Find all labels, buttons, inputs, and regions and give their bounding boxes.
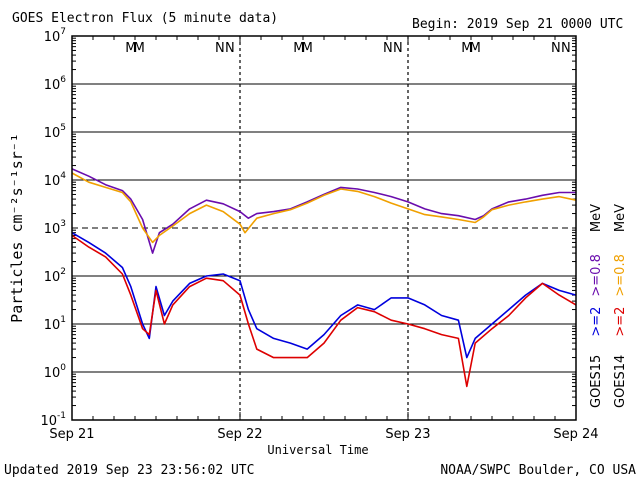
y-tick-label: 10-1: [40, 411, 66, 429]
legend-entry: MeV: [613, 204, 628, 232]
mn-marker: M: [134, 41, 145, 56]
series-line-0: [71, 168, 576, 254]
y-tick-label: 102: [44, 267, 66, 285]
series-line-2: [71, 232, 577, 359]
mn-marker: N: [215, 41, 225, 56]
x-axis-label: Universal Time: [267, 443, 368, 457]
legend-entry: GOES15: [589, 355, 604, 408]
updated-time: Updated 2019 Sep 23 23:56:02 UTC: [4, 463, 254, 478]
mn-marker: M: [470, 41, 481, 56]
mn-marker: N: [225, 41, 235, 56]
y-tick-labels: 107 106 105 104 103 102 101 100 10-1: [40, 27, 66, 429]
mn-marker: N: [383, 41, 393, 56]
y-tick-label: 107: [44, 27, 66, 45]
x-tick-labels: Sep 21 Sep 22 Sep 23 Sep 24: [49, 427, 598, 442]
series-line-1: [71, 172, 577, 244]
y-axis-label: Particles cm⁻²s⁻¹sr⁻¹: [8, 133, 26, 323]
chart-title: GOES Electron Flux (5 minute data): [12, 11, 278, 26]
legend-entry: >=0.8: [589, 254, 604, 296]
legend-column: GOES15 >=2 >=0.8 MeV: [589, 204, 604, 408]
legend-column: GOES14 >=2 >=0.8 MeV: [613, 204, 628, 408]
series-line-3: [71, 234, 577, 388]
y-tick-label: 105: [44, 123, 66, 141]
x-tick-label: Sep 24: [553, 427, 598, 442]
mn-markers: MM N N MM N N MM N N: [125, 41, 571, 56]
mn-marker: M: [293, 41, 304, 56]
y-tick-label: 103: [44, 219, 66, 237]
legend-entry: >=0.8: [613, 254, 628, 296]
x-tick-label: Sep 21: [49, 427, 94, 442]
mn-marker: N: [393, 41, 403, 56]
x-tick-label: Sep 22: [217, 427, 262, 442]
x-tick-label: Sep 23: [385, 427, 430, 442]
legend-entry: MeV: [589, 204, 604, 232]
legend: GOES15 >=2 >=0.8 MeV GOES14 >=2 >=0.8 MeV: [589, 204, 628, 408]
mn-marker: M: [125, 41, 136, 56]
plot-frame: [71, 35, 577, 421]
mn-marker: M: [461, 41, 472, 56]
y-tick-label: 106: [44, 75, 67, 93]
mn-marker: N: [551, 41, 561, 56]
legend-entry: >=2: [589, 307, 604, 337]
y-tick-label: 104: [44, 171, 67, 189]
y-tick-label: 100: [44, 363, 67, 381]
legend-entry: >=2: [613, 307, 628, 337]
series-lines: [71, 168, 577, 388]
mn-marker: M: [302, 41, 313, 56]
source-credit: NOAA/SWPC Boulder, CO USA: [440, 463, 636, 478]
y-tick-label: 101: [44, 315, 66, 333]
begin-time: Begin: 2019 Sep 21 0000 UTC: [412, 17, 623, 32]
legend-entry: GOES14: [613, 355, 628, 408]
plot-border: [71, 35, 577, 421]
mn-marker: N: [561, 41, 571, 56]
